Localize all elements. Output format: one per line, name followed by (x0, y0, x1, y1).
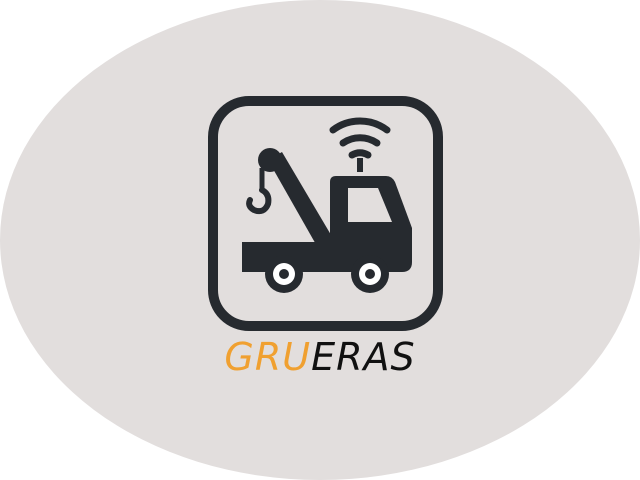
brand-text-highlight: GRU (224, 335, 312, 379)
wheel-front (351, 255, 389, 293)
crane-pivot (258, 148, 282, 172)
brand-text-rest: ERAS (311, 335, 416, 379)
signal-icon (329, 117, 391, 159)
crane-boom (268, 152, 334, 248)
hook-icon (246, 187, 272, 215)
wheel-rear (265, 255, 303, 293)
cabin-window (348, 188, 392, 222)
brand-wordmark: GRUERAS (0, 334, 640, 380)
icon-frame (208, 96, 443, 331)
